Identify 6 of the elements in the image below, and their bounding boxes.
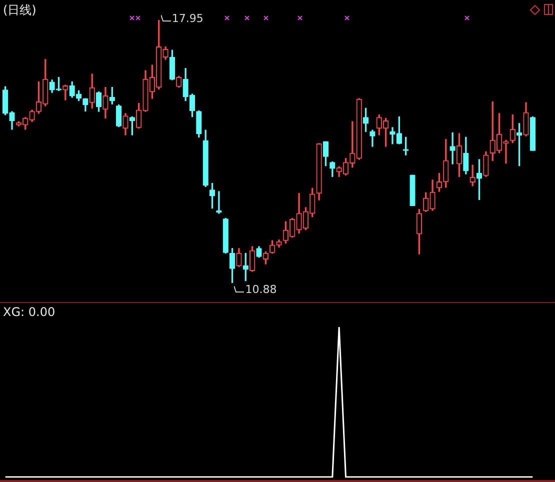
annotation: 17.95 — [172, 12, 204, 25]
candlestick — [450, 132, 456, 164]
chart-title: (日线) — [3, 2, 36, 19]
annotation: 10.88 — [245, 283, 277, 296]
chart-title: XG: 0.00 — [3, 305, 56, 319]
candlestick — [216, 191, 222, 214]
